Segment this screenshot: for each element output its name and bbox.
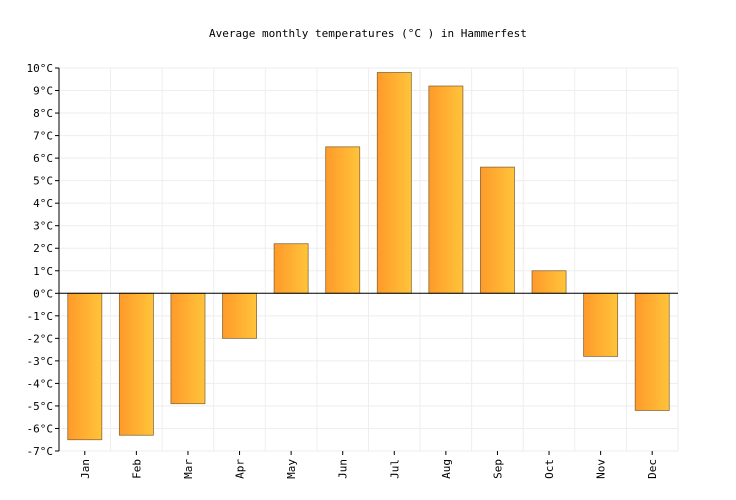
x-tick-label: Nov — [595, 459, 608, 479]
axes — [58, 68, 678, 451]
y-tick-label: -7°C — [27, 445, 54, 458]
y-tick-label: 3°C — [33, 220, 53, 233]
y-tick-label: 6°C — [33, 152, 53, 165]
bar-nov — [583, 292, 619, 357]
bar-mar — [170, 292, 206, 405]
bar-jan — [67, 292, 103, 441]
bar-feb — [118, 292, 154, 436]
y-tick-label: 2°C — [33, 242, 53, 255]
y-tick-label: -1°C — [27, 310, 54, 323]
chart-title: Average monthly temperatures (°C ) in Ha… — [209, 27, 527, 40]
y-tick-label: 1°C — [33, 265, 53, 278]
bar-apr — [222, 292, 257, 339]
x-tick-label: Mar — [182, 459, 195, 479]
x-tick-label: Jan — [79, 459, 92, 479]
y-tick-label: 0°C — [33, 287, 53, 300]
y-tick-label: 9°C — [33, 85, 53, 98]
y-tick-label: -3°C — [27, 355, 54, 368]
bar-jul — [376, 72, 412, 294]
bar-oct — [531, 270, 567, 294]
y-tick-label: 4°C — [33, 197, 53, 210]
bars — [67, 72, 670, 441]
y-tick-label: -5°C — [27, 400, 54, 413]
y-tick-label: 8°C — [33, 107, 53, 120]
y-tick-label: -6°C — [27, 422, 54, 435]
y-tick-label: 10°C — [27, 62, 54, 75]
bar-may — [273, 243, 309, 294]
y-tick-label: 7°C — [33, 130, 53, 143]
bar-dec — [634, 292, 670, 411]
x-tick-label: Oct — [543, 459, 556, 479]
bar-aug — [428, 85, 464, 294]
x-tick-label: Apr — [234, 459, 247, 479]
x-tick-label: Feb — [130, 459, 143, 479]
y-tick-label: -4°C — [27, 377, 54, 390]
y-tick-label: 5°C — [33, 175, 53, 188]
bar-jun — [325, 146, 361, 294]
x-tick-label: Dec — [646, 459, 659, 479]
y-tick-labels: -7°C -6°C -5°C -4°C -3°C -2°C -1°C 0°C 1°C 2°C 3°C… — [27, 62, 59, 458]
x-tick-label: Sep — [491, 459, 504, 479]
x-tick-label: Aug — [440, 459, 453, 479]
y-tick-label: -2°C — [27, 332, 54, 345]
bar-sep — [480, 166, 515, 294]
x-tick-label: Jul — [388, 459, 401, 479]
grid-lines — [58, 67, 679, 452]
x-tick-label: May — [285, 459, 298, 479]
x-tick-labels: Jan Feb Mar Apr May Jun Jul Aug Sep Oct Nov Dec — [79, 451, 659, 479]
x-tick-label: Jun — [337, 459, 350, 479]
